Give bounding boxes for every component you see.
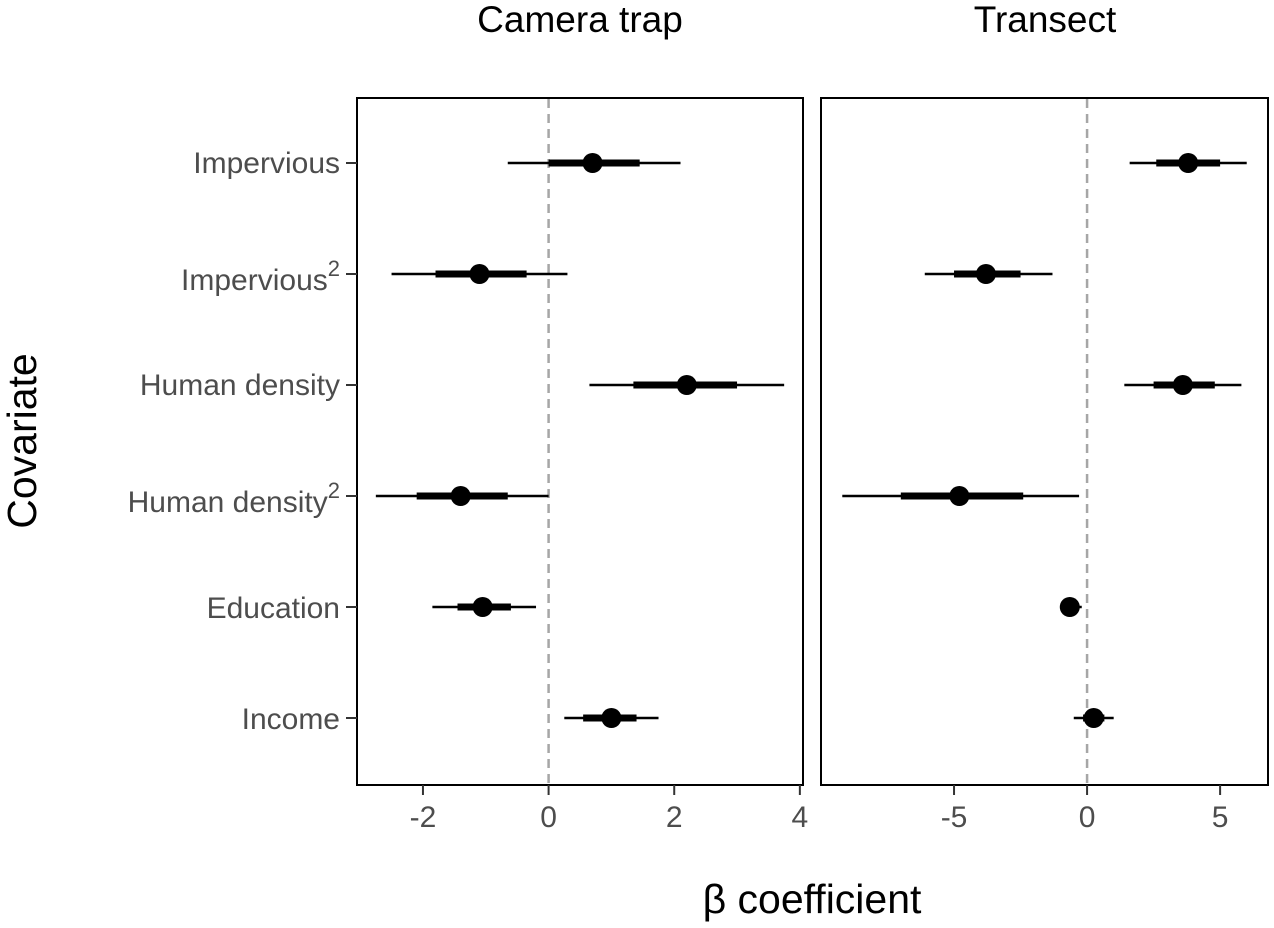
panel-content-camera-trap: -2 0 2 4 — [375, 99, 809, 834]
covariate-label: Human density2 — [128, 478, 340, 519]
covariate-label: Impervious — [193, 147, 340, 180]
estimate-point — [469, 264, 490, 284]
x-tick-label: 2 — [666, 801, 683, 834]
estimate-point — [1083, 708, 1104, 728]
covariate-label: Education — [207, 592, 340, 625]
estimate-point — [975, 264, 996, 284]
x-tick-label: 0 — [1079, 801, 1096, 834]
estimate-point — [582, 153, 603, 173]
estimate-point — [472, 597, 493, 617]
panel-title-camera-trap: Camera trap — [477, 0, 683, 40]
estimate-point — [601, 708, 622, 728]
panel-content-transect: -5 0 5 — [842, 99, 1247, 834]
estimate-point — [450, 486, 471, 506]
covariate-label: Income — [242, 703, 340, 736]
panel-frame-transect — [820, 97, 1269, 786]
estimate-point — [949, 486, 970, 506]
panel-title-transect: Transect — [974, 0, 1117, 40]
x-tick-label: 4 — [792, 801, 809, 834]
estimate-point — [1059, 597, 1080, 617]
x-tick-label: 5 — [1212, 801, 1229, 834]
panel-frame-camera-trap — [356, 97, 804, 786]
y-tick-marks — [346, 162, 357, 719]
estimate-point — [1172, 375, 1193, 395]
estimate-point — [1178, 153, 1199, 173]
x-tick-label: -5 — [941, 801, 968, 834]
covariate-label: Human density — [140, 369, 340, 402]
y-tick-labels: Impervious Impervious2 Human density Hum… — [128, 147, 340, 736]
x-tick-label: 0 — [540, 801, 557, 834]
estimate-point — [676, 375, 697, 395]
y-axis-title: Covariate — [0, 353, 45, 528]
x-tick-label: -2 — [410, 801, 437, 834]
covariate-label: Impervious2 — [181, 256, 340, 297]
x-axis-title: β coefficient — [703, 876, 922, 922]
